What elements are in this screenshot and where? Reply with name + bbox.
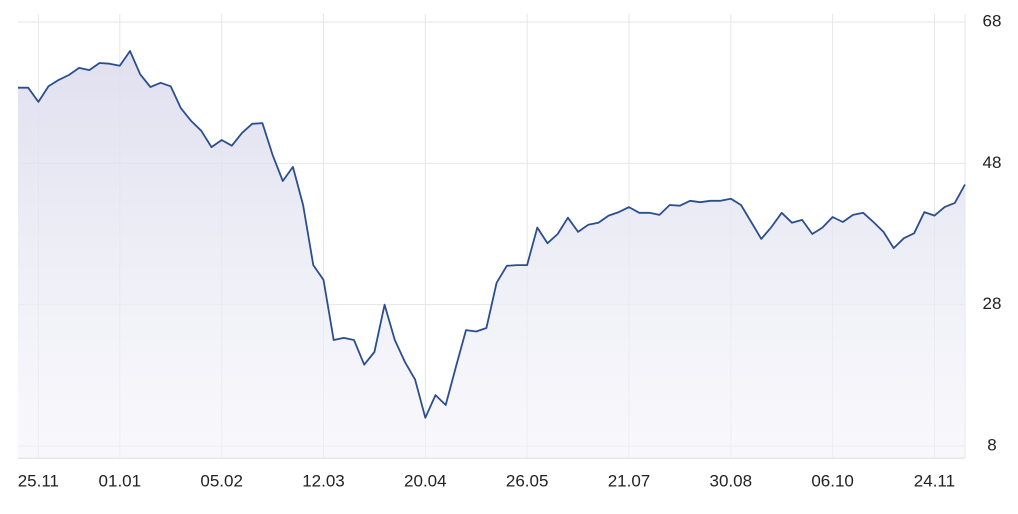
x-tick-label: 26.05: [506, 471, 549, 490]
x-tick-label: 06.10: [811, 471, 854, 490]
y-tick-label: 8: [987, 435, 996, 454]
line: [18, 50, 966, 419]
x-tick-label: 24.11: [914, 471, 955, 490]
y-tick-label: 28: [983, 294, 1002, 313]
x-tick-label: 01.01: [99, 471, 142, 490]
x-tick-label: 05.02: [200, 471, 243, 490]
x-tick-label: 25.11: [18, 471, 59, 490]
x-tick-label: 12.03: [302, 471, 345, 490]
x-tick-label: 20.04: [404, 471, 447, 490]
y-tick-label: 68: [983, 11, 1002, 30]
y-tick-label: 48: [983, 153, 1002, 172]
area: [18, 51, 965, 458]
x-tick-label: 21.07: [608, 471, 651, 490]
x-tick-label: 30.08: [710, 471, 753, 490]
